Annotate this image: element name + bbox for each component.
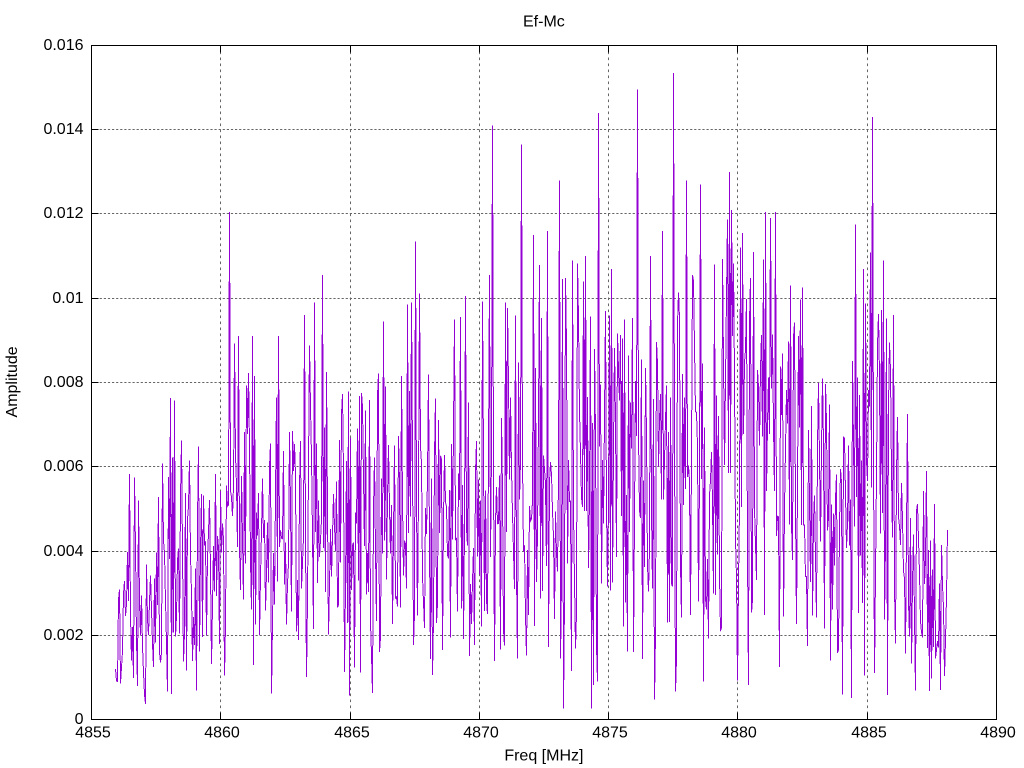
svg-text:0.012: 0.012 xyxy=(43,205,83,222)
svg-text:0.016: 0.016 xyxy=(43,37,83,54)
svg-text:4875: 4875 xyxy=(592,725,628,742)
svg-text:Freq [MHz]: Freq [MHz] xyxy=(504,748,583,765)
svg-text:4885: 4885 xyxy=(851,725,887,742)
svg-text:4880: 4880 xyxy=(721,725,757,742)
svg-text:0.004: 0.004 xyxy=(43,543,83,560)
svg-text:4870: 4870 xyxy=(463,725,499,742)
svg-text:0.014: 0.014 xyxy=(43,121,83,138)
svg-text:Ef-Mc: Ef-Mc xyxy=(523,14,565,31)
svg-text:0.008: 0.008 xyxy=(43,374,83,391)
svg-text:0.01: 0.01 xyxy=(52,290,83,307)
svg-text:4855: 4855 xyxy=(75,725,111,742)
svg-text:0.002: 0.002 xyxy=(43,627,83,644)
svg-text:4890: 4890 xyxy=(980,725,1016,742)
svg-text:4865: 4865 xyxy=(334,725,370,742)
svg-text:0.006: 0.006 xyxy=(43,458,83,475)
svg-text:Amplitude: Amplitude xyxy=(4,346,21,417)
svg-text:0: 0 xyxy=(75,711,84,728)
svg-text:4860: 4860 xyxy=(204,725,240,742)
